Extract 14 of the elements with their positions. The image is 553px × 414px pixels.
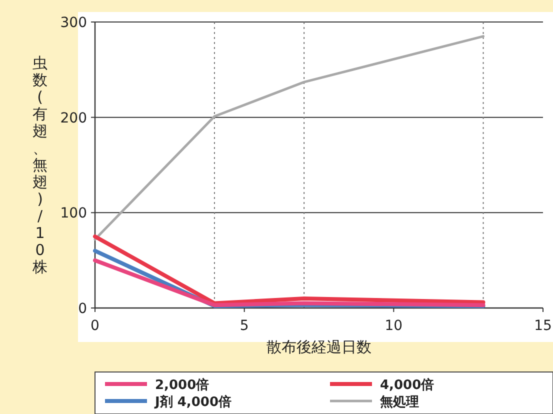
legend-label: 4,000倍 (380, 377, 434, 393)
x-axis-title: 散布後経過日数 (266, 338, 372, 356)
x-tick-label: 5 (240, 318, 249, 334)
y-tick-label: 0 (78, 301, 87, 317)
legend-label: J剤 4,000倍 (154, 394, 232, 410)
legend-label: 2,000倍 (155, 377, 210, 393)
y-tick-label: 300 (60, 15, 87, 31)
x-tick-label: 10 (384, 318, 403, 334)
text: 虫数(有翅、無翅)/10株 (32, 54, 48, 276)
x-tick-label: 15 (534, 318, 552, 334)
y-tick-label: 100 (60, 206, 87, 222)
x-tick-label: 0 (90, 318, 100, 334)
legend-label: 無処理 (379, 395, 419, 410)
y-tick-label: 200 (60, 110, 87, 126)
